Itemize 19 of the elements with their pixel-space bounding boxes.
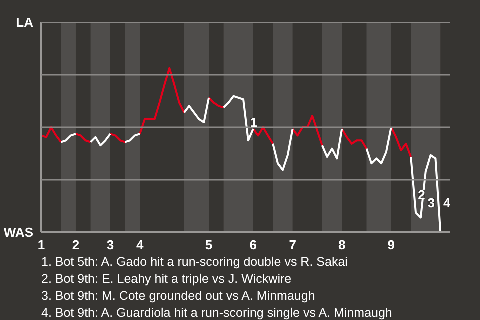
x-tick-label: 7	[289, 238, 296, 252]
text: 4. Bot 9th: A. Guardiola hit a run-scoring single vs A. Minmaugh	[42, 306, 392, 320]
annotation: 4	[444, 195, 452, 210]
text: WAS	[4, 225, 34, 240]
annotation: 2	[418, 187, 426, 202]
x-tick-label: 6	[250, 238, 258, 252]
text: 2. Bot 9th: E. Leahy hit a triple vs J. Wickwire	[42, 272, 292, 286]
x-tick-label: 2	[72, 238, 80, 252]
x-tick-label: 9	[388, 238, 395, 252]
annotation: 3	[428, 195, 436, 210]
x-tick-label: 1	[38, 238, 46, 252]
x-tick-label: 4	[136, 238, 144, 252]
text: LA	[16, 15, 34, 30]
x-tick-label: 5	[205, 238, 213, 252]
x-tick-label: 8	[338, 238, 346, 252]
x-tick-label: 3	[106, 238, 114, 252]
text: 3. Bot 9th: M. Cote grounded out vs A. Minmaugh	[42, 289, 316, 303]
annotation: 1	[250, 115, 258, 130]
text: 1. Bot 5th: A. Gado hit a run-scoring double vs R. Sakai	[42, 255, 348, 269]
